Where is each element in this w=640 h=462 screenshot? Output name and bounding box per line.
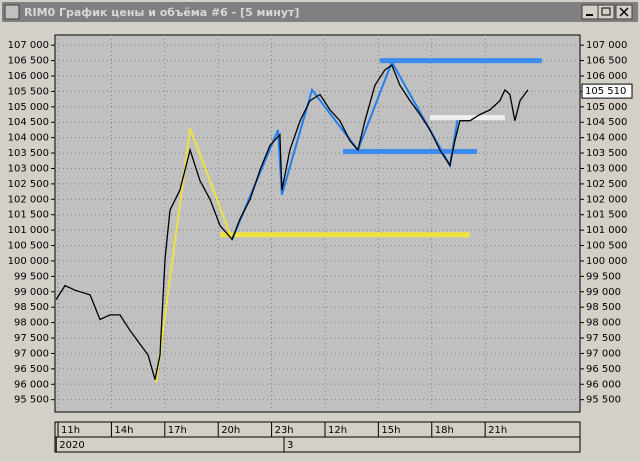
- y-tick-label: 102 500: [586, 179, 627, 190]
- y-tick-label: 105 000: [8, 102, 49, 113]
- window-buttons[interactable]: [581, 4, 633, 20]
- y-tick-label: 100 500: [586, 241, 627, 252]
- drawing-line: [231, 59, 459, 240]
- y-tick-label: 95 500: [586, 395, 621, 406]
- y-tick-label: 106 500: [8, 56, 49, 67]
- last-price-box: [581, 83, 633, 99]
- y-tick-label: 97 500: [14, 333, 49, 344]
- window-title: RIM0 График цены и объёма #6 - [5 минут]: [24, 6, 299, 19]
- x-tick-label: 11h: [61, 425, 80, 436]
- x-tick-label: 12h: [328, 425, 347, 436]
- x-tick-label: 23h: [275, 425, 294, 436]
- price-line: [55, 64, 529, 380]
- y-tick-label: 96 000: [586, 379, 621, 390]
- y-tick-label: 98 000: [586, 318, 621, 329]
- y-tick-label: 105 000: [586, 102, 627, 113]
- y-tick-label: 99 000: [586, 287, 621, 298]
- y-tick-label: 103 500: [8, 148, 49, 159]
- y-tick-label: 100 000: [8, 256, 49, 267]
- x-tick-label: 17h: [168, 425, 187, 436]
- date-label: 3: [287, 440, 293, 451]
- maximize-button[interactable]: [597, 4, 615, 20]
- last-price-label: 105 510: [585, 86, 626, 97]
- y-tick-label: 106 000: [586, 71, 627, 82]
- y-tick-label: 98 500: [14, 302, 49, 313]
- y-tick-label: 98 500: [586, 302, 621, 313]
- y-tick-label: 100 500: [8, 241, 49, 252]
- y-tick-label: 99 000: [14, 287, 49, 298]
- drawing-line: [155, 128, 234, 383]
- y-tick-label: 98 000: [14, 318, 49, 329]
- x-tick-label: 18h: [435, 425, 454, 436]
- window-icon: [4, 4, 20, 20]
- plot-area: [54, 34, 581, 413]
- y-tick-label: 103 000: [586, 163, 627, 174]
- y-tick-label: 105 500: [8, 86, 49, 97]
- x-tick-label: 21h: [488, 425, 507, 436]
- y-tick-label: 97 500: [586, 333, 621, 344]
- y-tick-label: 99 500: [14, 271, 49, 282]
- y-tick-label: 101 000: [8, 225, 49, 236]
- y-tick-label: 96 500: [586, 364, 621, 375]
- y-tick-label: 96 500: [14, 364, 49, 375]
- title-bar: [2, 2, 638, 22]
- y-tick-label: 106 000: [8, 71, 49, 82]
- y-tick-label: 104 000: [586, 133, 627, 144]
- y-tick-label: 106 500: [586, 56, 627, 67]
- y-tick-label: 99 500: [586, 271, 621, 282]
- x-tick-label: 15h: [381, 425, 400, 436]
- y-tick-label: 107 000: [8, 40, 49, 51]
- y-tick-label: 103 000: [8, 163, 49, 174]
- y-tick-label: 104 500: [586, 117, 627, 128]
- y-tick-label: 101 500: [586, 210, 627, 221]
- y-tick-label: 102 000: [8, 194, 49, 205]
- y-tick-label: 107 000: [586, 40, 627, 51]
- y-tick-label: 97 000: [586, 348, 621, 359]
- y-tick-label: 104 500: [8, 117, 49, 128]
- y-tick-label: 102 000: [586, 194, 627, 205]
- y-tick-label: 101 500: [8, 210, 49, 221]
- x-tick-label: 20h: [221, 425, 240, 436]
- y-tick-label: 97 000: [14, 348, 49, 359]
- minimize-button[interactable]: [581, 4, 599, 20]
- y-tick-label: 101 000: [586, 225, 627, 236]
- y-tick-label: 102 500: [8, 179, 49, 190]
- y-tick-label: 96 000: [14, 379, 49, 390]
- maximize-icon: [601, 7, 611, 16]
- close-icon: [619, 7, 629, 17]
- y-tick-label: 95 500: [14, 395, 49, 406]
- y-tick-label: 104 000: [8, 133, 49, 144]
- y-tick-label: 103 500: [586, 148, 627, 159]
- x-tick-label: 14h: [114, 425, 133, 436]
- y-tick-label: 100 000: [586, 256, 627, 267]
- date-label: 2020: [59, 440, 84, 451]
